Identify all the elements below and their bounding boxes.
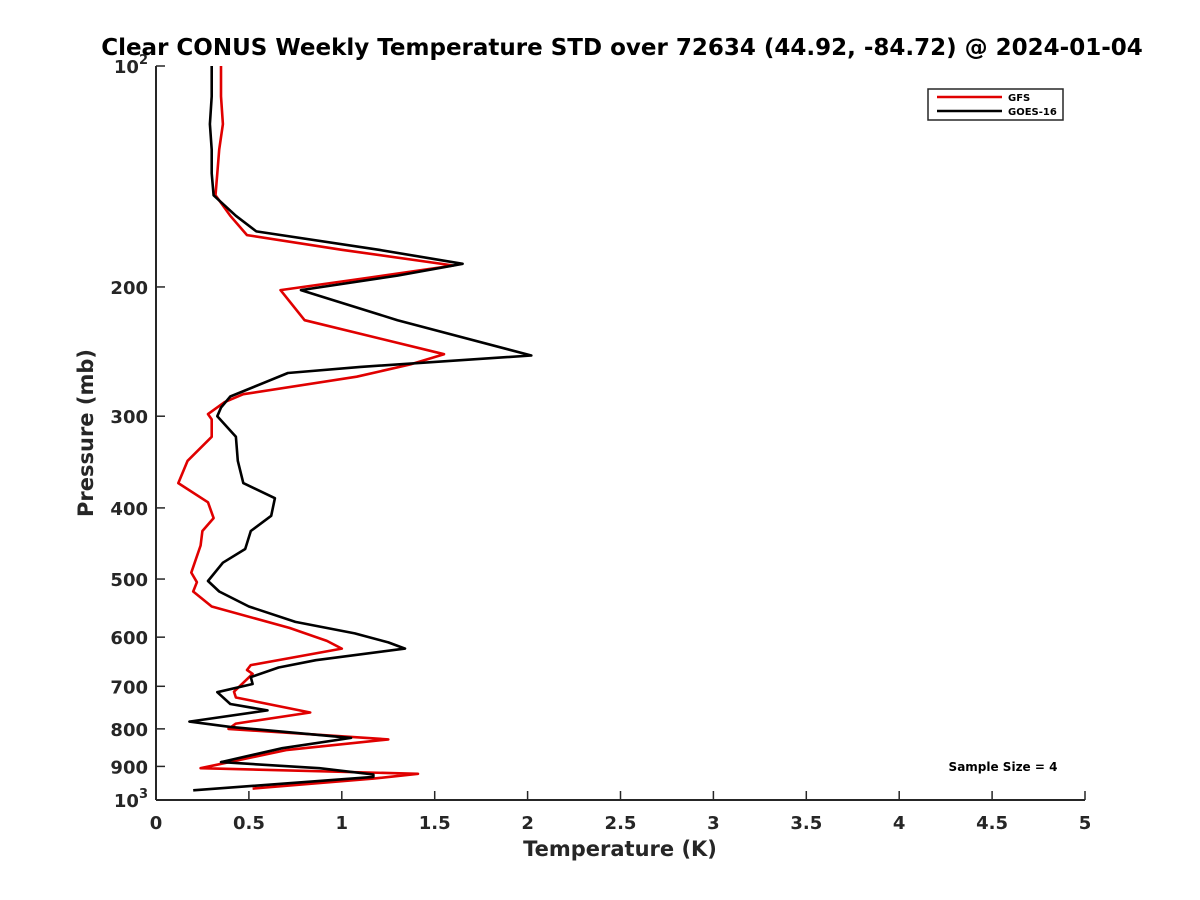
x-axis-ticks: 0 0.5 1 1.5 2 2.5 3 3.5 4 4.5 5: [150, 791, 1092, 834]
sample-size-annotation: Sample Size = 4: [949, 760, 1058, 774]
x-tick-label: 1: [336, 813, 349, 834]
x-tick-label: 1.5: [419, 813, 451, 834]
x-tick-label: 2.5: [605, 813, 637, 834]
chart-title: Clear CONUS Weekly Temperature STD over …: [101, 35, 1143, 61]
x-tick-label: 4: [893, 813, 906, 834]
x-tick-label: 3.5: [790, 813, 822, 834]
y-tick-label: 200: [110, 278, 148, 299]
series-line-goes-16: [188, 66, 533, 792]
axes-layer: [155, 66, 1085, 801]
y-tick-label: 600: [110, 628, 148, 649]
x-tick-label: 0: [150, 813, 163, 834]
series-line-gfs: [177, 66, 455, 790]
x-tick-label: 0.5: [233, 813, 265, 834]
x-tick-label: 5: [1079, 813, 1092, 834]
legend-entry-label: GFS: [1008, 93, 1030, 104]
y-tick-label: 102: [114, 53, 148, 78]
legend-box: [927, 88, 1064, 121]
y-tick-label: 300: [110, 407, 148, 428]
x-tick-label: 2: [521, 813, 534, 834]
y-tick-label: 800: [110, 720, 148, 741]
y-tick-label: 500: [110, 570, 148, 591]
y-axis-label: Pressure (mb): [74, 349, 98, 517]
legend: GFS GOES-16: [927, 88, 1064, 121]
y-axis-ticks: 102 200 300 400 500 600 700 800 900 103: [110, 53, 165, 812]
y-tick-label: 700: [110, 677, 148, 698]
y-tick-label: 103: [114, 787, 148, 812]
series-layer: [177, 66, 533, 792]
x-tick-label: 3: [707, 813, 720, 834]
x-axis-label: Temperature (K): [523, 837, 717, 861]
x-tick-label: 4.5: [976, 813, 1008, 834]
y-tick-label: 400: [110, 499, 148, 520]
legend-entry-label: GOES-16: [1008, 107, 1057, 118]
y-tick-label: 900: [110, 757, 148, 778]
